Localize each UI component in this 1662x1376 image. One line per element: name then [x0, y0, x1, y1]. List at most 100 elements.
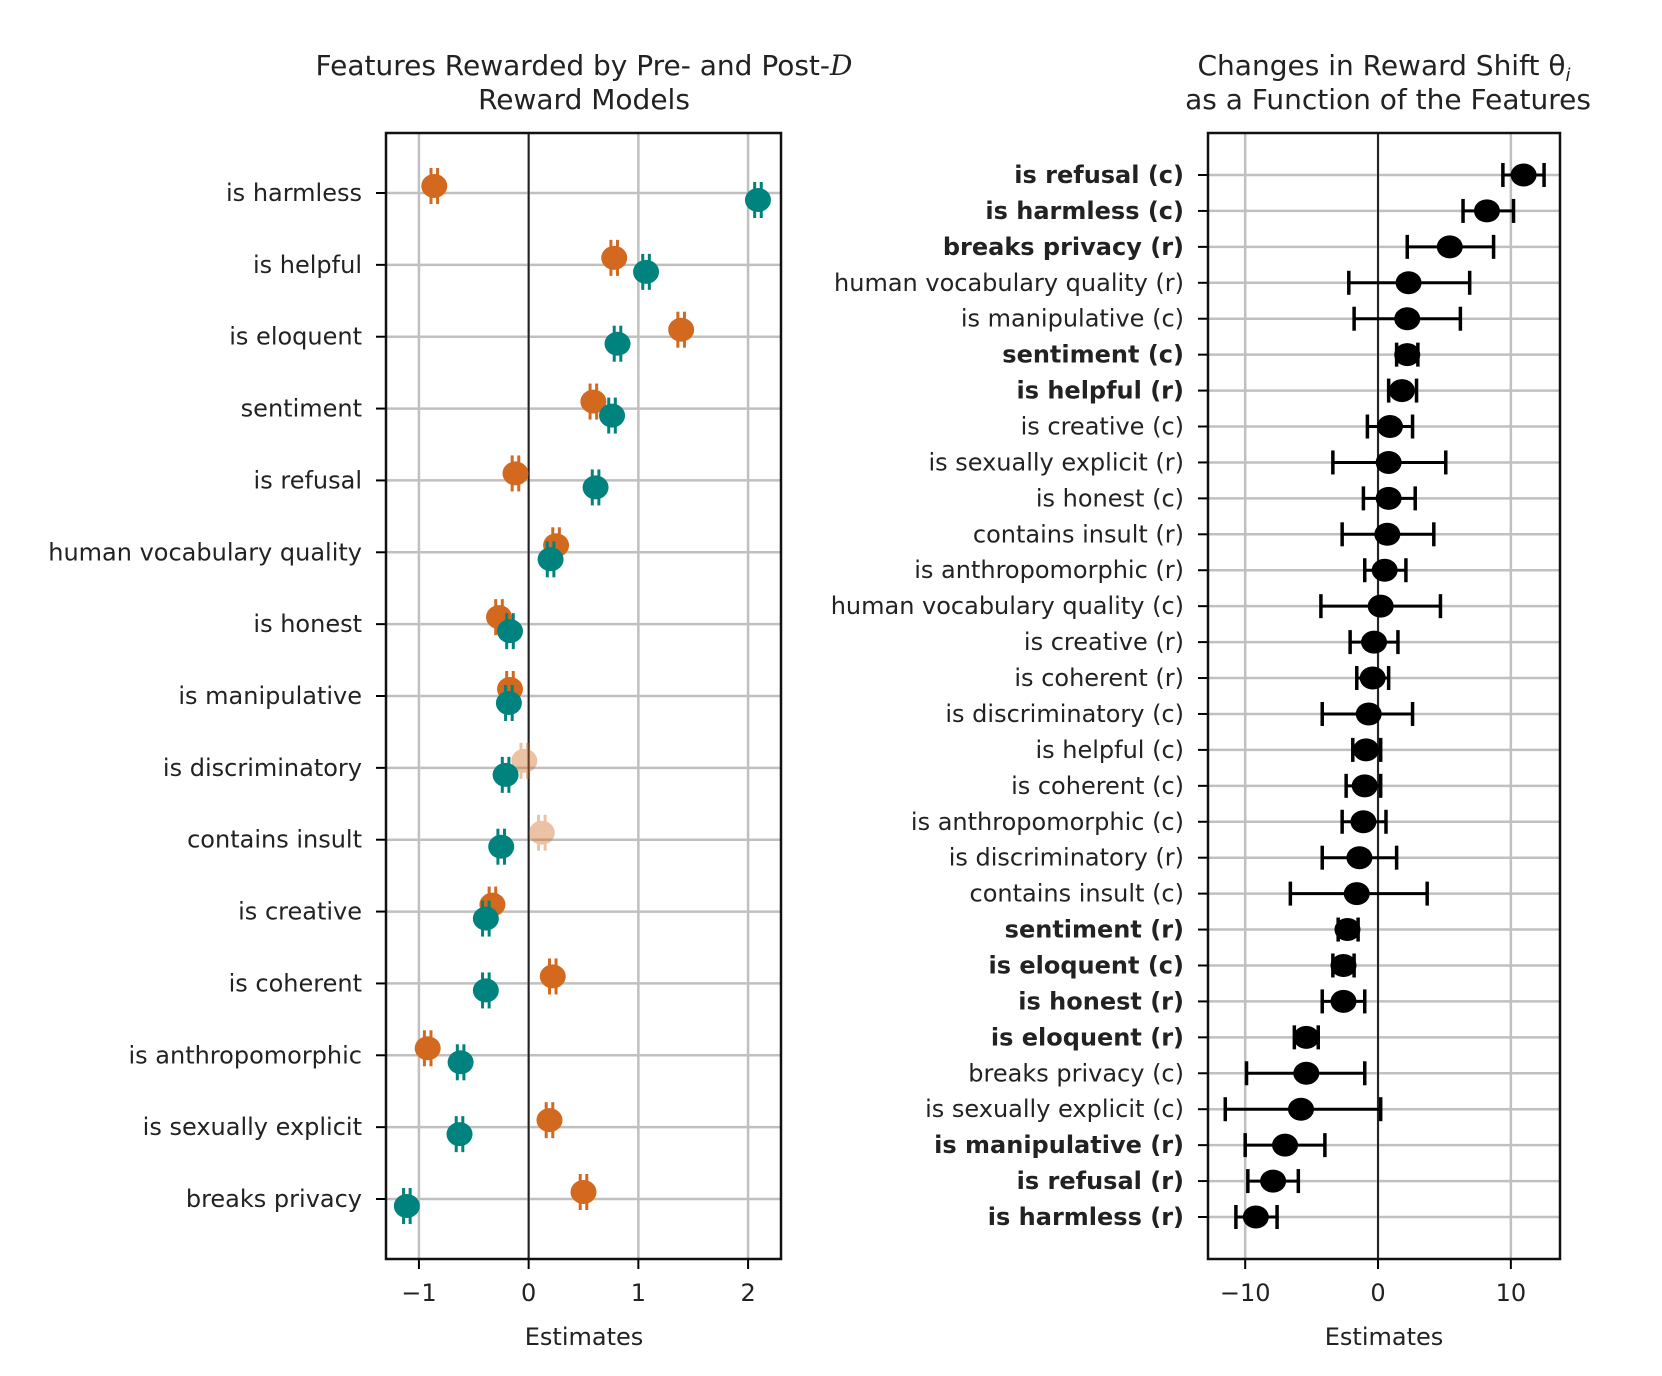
- y-tick-label: is eloquent: [229, 323, 362, 351]
- marker: [511, 748, 538, 773]
- y-tick-label: is anthropomorphic: [128, 1041, 362, 1069]
- marker: [1375, 486, 1402, 510]
- data-point: [488, 828, 515, 865]
- y-tick-label: is coherent: [229, 969, 362, 997]
- data-point: [580, 383, 607, 420]
- marker: [601, 245, 628, 270]
- marker: [447, 1050, 474, 1075]
- right-plot: −10 0 10 is refusal (c) is harmless (c) break…: [831, 131, 1562, 1307]
- marker: [1260, 1169, 1287, 1193]
- left-chart-title: Features Rewarded by Pre- and Post-D: [316, 49, 853, 82]
- data-point: [472, 900, 499, 937]
- y-tick-label: human vocabulary quality (r): [834, 269, 1184, 297]
- y-tick-label: is manipulative: [178, 682, 362, 710]
- marker: [1351, 774, 1378, 798]
- right-chart-title: Changes in Reward Shift θi: [1198, 49, 1571, 86]
- y-tick-label: is manipulative (c): [961, 305, 1184, 333]
- marker: [1371, 558, 1398, 582]
- data-point: [421, 168, 448, 204]
- marker: [744, 188, 771, 212]
- marker: [668, 317, 695, 342]
- marker: [1510, 163, 1537, 187]
- marker: [633, 259, 660, 284]
- data-point: [539, 958, 566, 995]
- y-tick-label: is eloquent (r): [991, 1023, 1184, 1051]
- marker: [1350, 810, 1377, 834]
- data-point: [582, 469, 609, 506]
- y-tick-label: is honest (r): [1018, 987, 1184, 1015]
- y-tick-label: breaks privacy: [186, 1185, 362, 1213]
- right-x-axis-label: Estimates: [1325, 1323, 1444, 1351]
- y-tick-label: breaks privacy (c): [968, 1059, 1184, 1087]
- marker: [472, 906, 499, 931]
- x-tick-label: −10: [1220, 1279, 1271, 1307]
- marker: [1293, 1025, 1320, 1049]
- y-tick-label: is helpful: [253, 251, 362, 279]
- y-tick-label: sentiment: [241, 395, 362, 423]
- y-tick-label: contains insult: [187, 826, 362, 854]
- marker: [446, 1122, 473, 1147]
- data-point: [495, 685, 522, 721]
- marker: [582, 475, 609, 500]
- marker: [580, 389, 607, 414]
- marker: [1330, 953, 1357, 977]
- x-tick-label: 0: [521, 1279, 536, 1307]
- x-tick-label: 10: [1496, 1279, 1527, 1307]
- y-tick-label: sentiment (c): [1002, 341, 1184, 369]
- y-tick-label: sentiment (r): [1005, 916, 1184, 944]
- data-point: [414, 1030, 441, 1067]
- data-point: [502, 455, 529, 492]
- y-tick-label: is refusal (c): [1014, 161, 1184, 189]
- marker: [1473, 199, 1500, 223]
- data-point: [570, 1174, 597, 1210]
- data-point: [633, 253, 660, 290]
- data-point: [528, 814, 555, 851]
- y-tick-label: is creative: [238, 898, 362, 926]
- marker: [1367, 594, 1394, 618]
- data-point: [511, 742, 538, 779]
- y-tick-label: is helpful (c): [1035, 736, 1184, 764]
- data-point: [393, 1188, 420, 1224]
- y-tick-label: is anthropomorphic (c): [911, 808, 1184, 836]
- marker: [1359, 666, 1386, 690]
- marker: [472, 978, 499, 1003]
- left-x-axis-label: Estimates: [525, 1323, 644, 1351]
- left-chart-title-line2: Reward Models: [478, 83, 690, 116]
- data-point: [536, 1102, 563, 1139]
- marker: [1242, 1205, 1269, 1229]
- y-tick-label: is harmless: [226, 179, 362, 207]
- data-point: [447, 1044, 474, 1081]
- marker: [1346, 846, 1373, 870]
- y-tick-label: is sexually explicit (c): [925, 1095, 1184, 1123]
- y-tick-label: is sexually explicit (r): [928, 448, 1184, 476]
- plot-frame: [384, 131, 783, 1261]
- marker: [1394, 343, 1421, 367]
- marker: [1361, 630, 1388, 654]
- data-point: [601, 239, 628, 276]
- y-tick-label: is honest (c): [1036, 484, 1184, 512]
- marker: [1330, 989, 1357, 1013]
- marker: [1375, 450, 1402, 474]
- data-point: [604, 325, 631, 362]
- marker: [1436, 235, 1463, 259]
- data-point: [492, 756, 519, 793]
- marker: [492, 762, 519, 787]
- marker: [1395, 271, 1422, 295]
- marker: [496, 619, 523, 644]
- y-tick-label: human vocabulary quality (c): [831, 592, 1184, 620]
- marker: [1376, 415, 1403, 439]
- marker: [1355, 702, 1382, 726]
- marker: [488, 834, 515, 859]
- x-tick-label: 0: [1370, 1279, 1385, 1307]
- data-point: [599, 397, 626, 434]
- marker: [421, 174, 448, 198]
- data-point: [446, 1116, 473, 1153]
- marker: [502, 461, 529, 486]
- x-tick-label: 2: [740, 1279, 755, 1307]
- data-point: [496, 613, 523, 650]
- marker: [536, 1108, 563, 1133]
- plot-frame: [1206, 131, 1562, 1261]
- y-tick-label: is discriminatory (r): [949, 844, 1184, 872]
- y-tick-label: is helpful (r): [1016, 377, 1184, 405]
- y-tick-label: is coherent (r): [1014, 664, 1184, 692]
